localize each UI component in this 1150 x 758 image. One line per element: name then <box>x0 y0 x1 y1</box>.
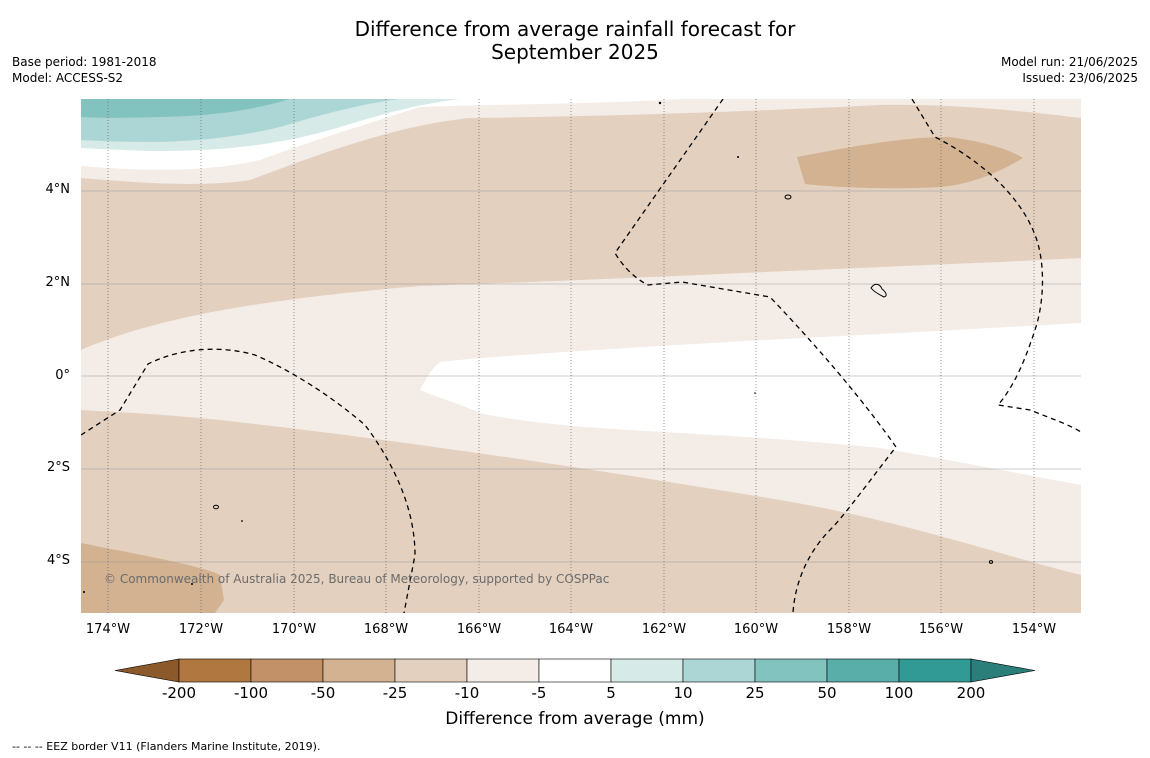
chart-title-line1: Difference from average rainfall forecas… <box>354 17 796 41</box>
colorbar-label: 10 <box>673 684 693 702</box>
colorbar-bin-p10-p25 <box>682 658 756 683</box>
colorbar-bin-p100-p200 <box>898 658 972 683</box>
lon-tick-label: 162°W <box>641 622 687 637</box>
lon-tick-label: 174°W <box>85 622 131 637</box>
colorbar-bin-m50-m25 <box>322 658 396 683</box>
band-m5-p5-central <box>420 323 1081 485</box>
islands <box>213 194 994 564</box>
lat-tick-label: 4°N <box>45 182 71 197</box>
colorbar-label: 200 <box>956 684 986 702</box>
lat-tick-label: 0° <box>55 368 70 383</box>
map-fill <box>81 99 1081 613</box>
issued-date: Issued: 23/06/2025 <box>1022 71 1138 85</box>
meta-right: Model run: 21/06/2025 Issued: 23/06/2025 <box>1001 54 1138 86</box>
eez-border-east <box>911 99 1081 433</box>
model-run: Model run: 21/06/2025 <box>1000 55 1138 69</box>
copyright-credit: © Commonwealth of Australia 2025, Bureau… <box>104 572 610 586</box>
colorbar-label: 50 <box>817 684 837 702</box>
colorbar-extend-high <box>970 658 1036 683</box>
lon-tick-label: 160°W <box>733 622 779 637</box>
chart-title-line2: September 2025 <box>491 40 659 64</box>
colorbar <box>114 658 1036 683</box>
lon-tick-label: 164°W <box>548 622 594 637</box>
colorbar-label: -25 <box>382 684 408 702</box>
lon-tick-label: 168°W <box>363 622 409 637</box>
island <box>213 504 219 510</box>
colorbar-label: -200 <box>161 684 197 702</box>
lat-tick-label: 4°S <box>46 553 70 568</box>
lon-tick-label: 166°W <box>456 622 502 637</box>
lat-gridlines <box>81 190 1081 563</box>
eez-border-west <box>81 348 416 613</box>
lat-tick-label: 2°S <box>46 460 70 475</box>
colorbar-bin-m100-m50 <box>250 658 324 683</box>
lon-tick-label: 158°W <box>826 622 872 637</box>
band-m50-m25-northeast <box>797 137 1023 189</box>
colorbar-label: -10 <box>454 684 480 702</box>
colorbar-title: Difference from average (mm) <box>445 709 705 729</box>
island <box>784 194 792 200</box>
colorbar-label: 25 <box>745 684 765 702</box>
model-name: Model: ACCESS-S2 <box>12 71 124 85</box>
base-period: Base period: 1981-2018 <box>12 55 157 69</box>
colorbar-bin-p50-p100 <box>826 658 900 683</box>
island-dots <box>83 101 756 593</box>
eez-footnote: -- -- -- EEZ border V11 (Flanders Marine… <box>12 740 321 753</box>
colorbar-label: -5 <box>531 684 547 702</box>
colorbar-label: 100 <box>884 684 914 702</box>
colorbar-bin-m25-m10 <box>394 658 468 683</box>
eez-borders <box>81 99 1081 613</box>
colorbar-label: 5 <box>606 684 616 702</box>
island <box>870 283 887 298</box>
colorbar-bin-p5-p10 <box>610 658 684 683</box>
eez-border-central <box>614 99 897 613</box>
colorbar-extend-low <box>114 658 180 683</box>
chart-title: Difference from average rainfall forecas… <box>0 18 1150 64</box>
band-p25-p50 <box>81 99 290 118</box>
colorbar-label: -100 <box>233 684 269 702</box>
lon-tick-label: 154°W <box>1011 622 1057 637</box>
colorbar-bin-p25-p50 <box>754 658 828 683</box>
island <box>988 560 994 564</box>
lat-tick-label: 2°N <box>45 275 71 290</box>
colorbar-label: -50 <box>310 684 336 702</box>
lon-tick-label: 170°W <box>271 622 317 637</box>
colorbar-bin-m200-m100 <box>178 658 252 683</box>
band-m50-m25-southwest <box>81 543 224 613</box>
colorbar-bin-m5-p5 <box>538 658 612 683</box>
meta-left: Base period: 1981-2018 Model: ACCESS-S2 <box>12 54 157 86</box>
lon-tick-label: 156°W <box>918 622 964 637</box>
colorbar-bin-m10-m5 <box>466 658 540 683</box>
lon-tick-label: 172°W <box>178 622 224 637</box>
